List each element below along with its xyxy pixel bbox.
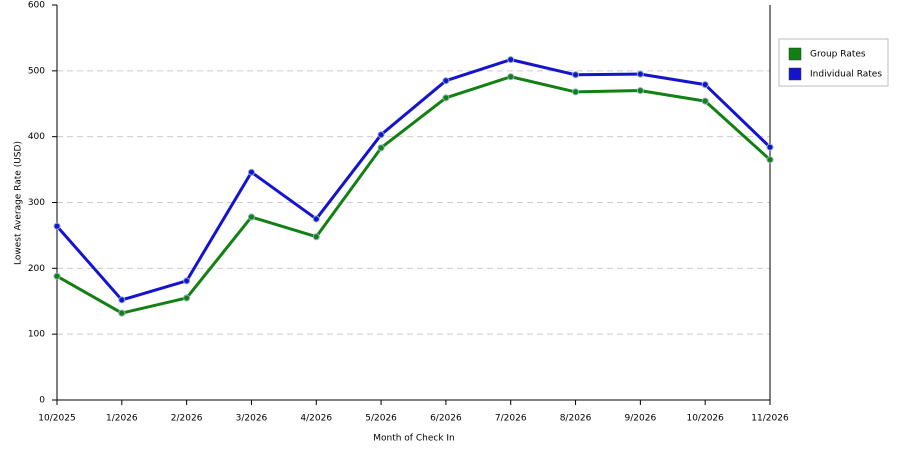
data-point	[247, 213, 255, 221]
x-tick-label: 9/2026	[625, 414, 657, 424]
data-point	[507, 56, 515, 64]
legend-swatch	[788, 47, 802, 61]
x-tick-label: 1/2026	[106, 414, 138, 424]
series-line	[56, 75, 772, 315]
x-tick-label: 6/2026	[430, 414, 462, 424]
y-tick-label: 300	[28, 198, 45, 208]
data-point	[442, 94, 450, 102]
x-tick-label: 2/2026	[171, 414, 203, 424]
data-point	[572, 88, 580, 96]
x-tick-label: 5/2026	[365, 414, 397, 424]
y-tick-label: 400	[28, 132, 45, 142]
x-tick-label: 4/2026	[300, 414, 332, 424]
x-tick-label: 3/2026	[236, 414, 268, 424]
x-tick-label: 10/2025	[38, 414, 75, 424]
y-tick-label: 0	[39, 396, 45, 406]
data-point	[766, 156, 774, 164]
data-point	[183, 277, 191, 285]
data-point	[701, 81, 709, 89]
x-tick-label: 7/2026	[495, 414, 527, 424]
y-tick-label: 600	[28, 1, 45, 11]
data-point	[636, 87, 644, 95]
data-point	[377, 144, 385, 152]
data-point	[183, 294, 191, 302]
data-point	[118, 296, 126, 304]
series-line	[55, 58, 772, 302]
data-point	[572, 71, 580, 79]
x-tick-label: 11/2026	[751, 414, 789, 424]
legend-label: Individual Rates	[810, 70, 882, 80]
data-point	[247, 168, 255, 176]
legend-swatch	[788, 67, 802, 81]
data-point	[53, 222, 61, 230]
data-point	[312, 233, 320, 241]
data-point	[766, 143, 774, 151]
legend-label: Group Rates	[810, 50, 866, 60]
data-point	[377, 131, 385, 139]
data-point	[701, 97, 709, 105]
data-point	[118, 309, 126, 317]
data-point	[312, 215, 320, 223]
data-point	[442, 77, 450, 85]
x-axis-label: Month of Check In	[373, 434, 455, 444]
y-tick-label: 500	[28, 66, 45, 76]
x-tick-label: 10/2026	[686, 414, 724, 424]
y-axis-label: Lowest Average Rate (USD)	[14, 141, 24, 265]
x-tick-label: 8/2026	[560, 414, 592, 424]
y-tick-label: 100	[28, 330, 45, 340]
data-point	[53, 272, 61, 280]
data-point	[507, 73, 515, 81]
data-point	[636, 70, 644, 78]
y-tick-label: 200	[28, 264, 45, 274]
